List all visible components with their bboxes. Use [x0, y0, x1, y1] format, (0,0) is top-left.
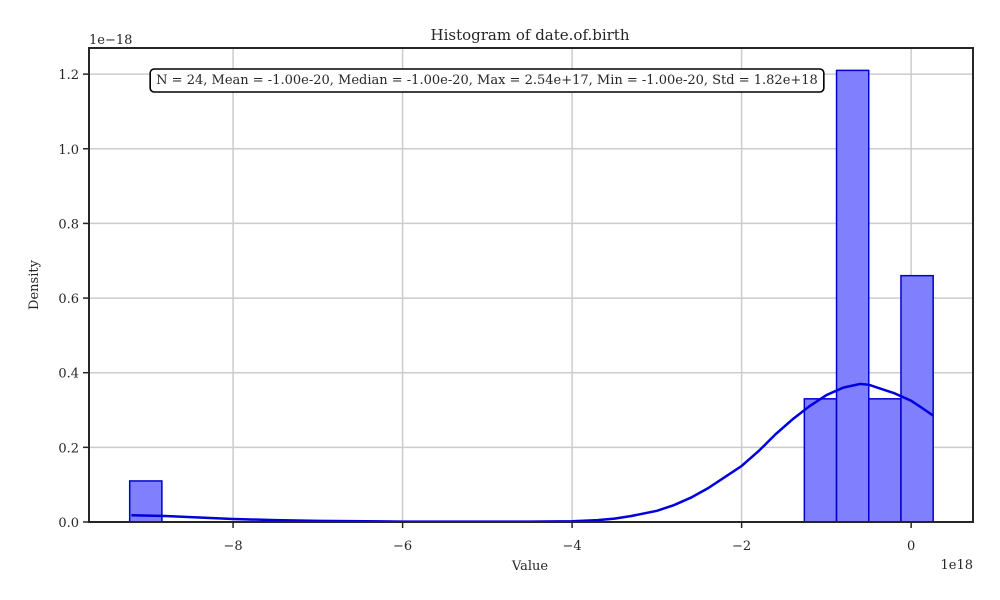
y-tick-label: 0.6	[58, 292, 79, 307]
x-tick-label: −8	[223, 539, 242, 554]
plot-frame	[88, 47, 974, 523]
stats-box-text: N = 24, Mean = -1.00e-20, Median = -1.00…	[156, 73, 818, 88]
chart-title: Histogram of date.of.birth	[431, 26, 630, 44]
x-tick-label: 0	[907, 539, 915, 554]
y-tick-label: 0.4	[58, 367, 79, 382]
y-axis-offset-label: 1e−18	[89, 33, 132, 48]
y-tick-label: 1.2	[58, 68, 79, 83]
y-tick-label: 0.8	[58, 217, 79, 232]
y-tick-label: 0.2	[58, 441, 79, 456]
x-tick-label: −2	[732, 539, 751, 554]
stats-box: N = 24, Mean = -1.00e-20, Median = -1.00…	[149, 68, 825, 93]
histogram-bar	[868, 398, 902, 523]
x-tick-label: −6	[393, 539, 412, 554]
x-axis-offset-label: 1e18	[940, 558, 973, 573]
y-tick-label: 0.0	[58, 516, 79, 531]
histogram-bars	[128, 69, 934, 523]
x-axis-ticks: −8 −6 −4 −2 0	[223, 522, 915, 554]
histogram-bar	[803, 398, 838, 523]
x-axis-title: Value	[511, 559, 548, 574]
y-axis-title: Density	[27, 259, 42, 310]
histogram-bar	[835, 69, 870, 523]
x-tick-label: −4	[563, 539, 582, 554]
stats-box-frame	[149, 68, 825, 93]
y-tick-label: 1.0	[58, 143, 79, 158]
y-axis-ticks: 0.0 0.2 0.4 0.6 0.8 1.0 1.2	[58, 68, 89, 531]
